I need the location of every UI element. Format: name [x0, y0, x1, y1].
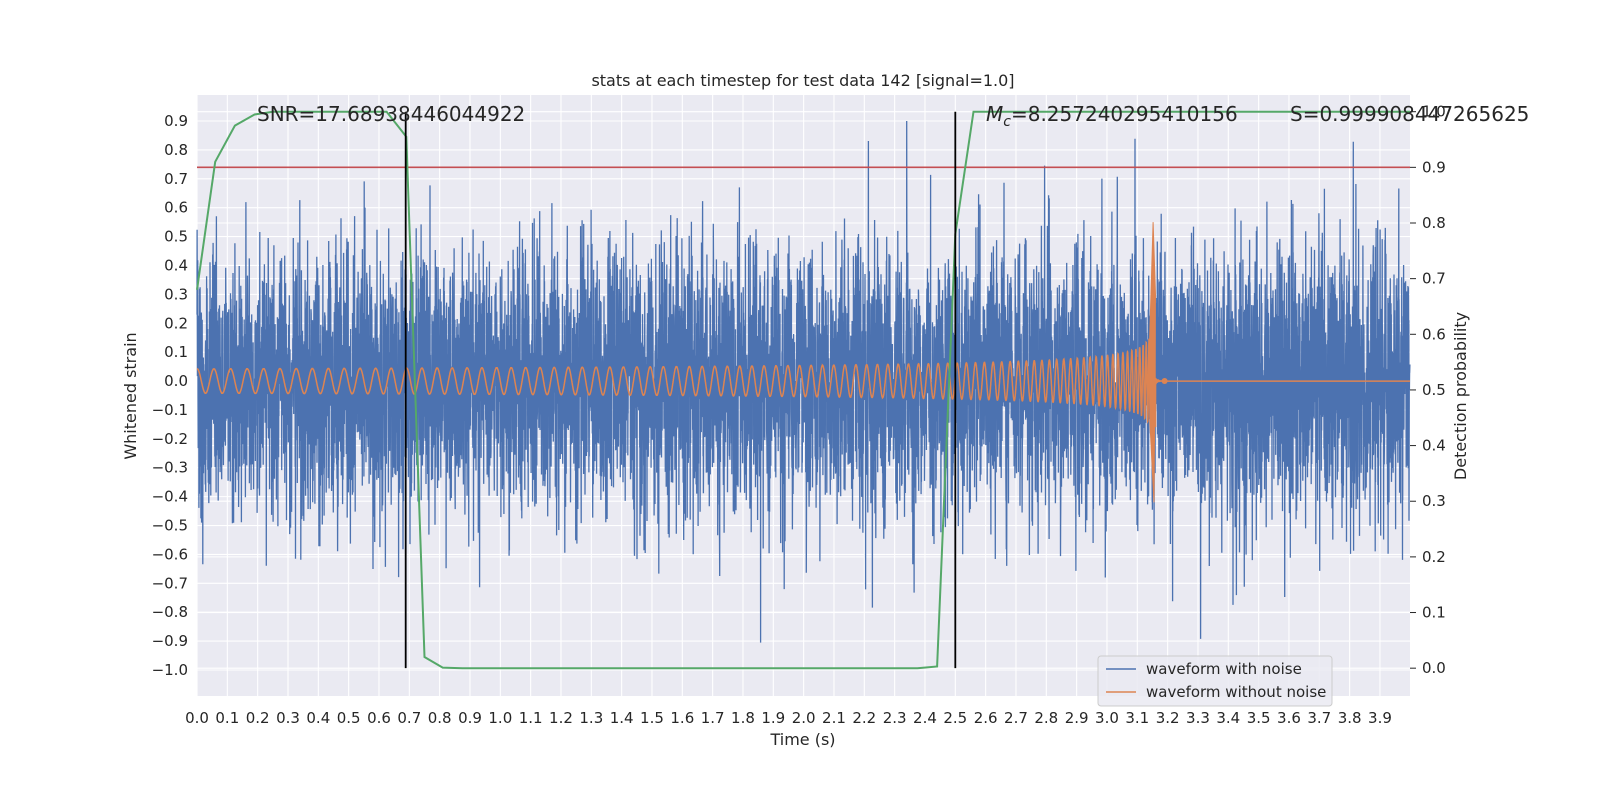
y-tick-label: 0.9 [164, 112, 188, 130]
chirp-mass-value: =8.257240295410156 [1011, 102, 1238, 126]
x-tick-label: 0.4 [306, 709, 330, 727]
x-tick-label: 1.4 [610, 709, 634, 727]
score-annotation: S=0.999908447265625 [1290, 102, 1529, 126]
y-tick-label: −0.2 [152, 430, 188, 448]
x-tick-label: 3.9 [1368, 709, 1392, 727]
x-tick-label: 1.2 [549, 709, 573, 727]
x-tick-label: 1.1 [519, 709, 543, 727]
snr-annotation: SNR=17.68938446044922 [257, 102, 525, 126]
x-tick-label: 0.8 [428, 709, 452, 727]
ringdown-marker [1161, 378, 1168, 385]
x-tick-label: 1.8 [731, 709, 755, 727]
y-tick-labels: 0.9 0.8 0.7 0.6 0.5 0.4 0.3 0.2 0.1 0.0 −0.1 −0.2 −0… [152, 112, 188, 679]
chirp-mass-annotation: Mc=8.257240295410156 [986, 102, 1238, 130]
y-tick-label: 0.3 [164, 285, 188, 303]
x-tick-label: 2.2 [852, 709, 876, 727]
x-tick-label: 3.0 [1095, 709, 1119, 727]
y-tick-label: 0.8 [164, 141, 188, 159]
x-tick-label: 2.1 [822, 709, 846, 727]
x-tick-label: 0.0 [185, 709, 209, 727]
y-tick-label: −0.9 [152, 632, 188, 650]
y-tick-label: −0.5 [152, 517, 188, 535]
y2-tick-labels: 1.0 0.9 0.8 0.7 0.6 0.5 0.4 0.3 0.2 0.1 0.0 [1410, 103, 1446, 677]
y-tick-label: 0.1 [164, 343, 188, 361]
x-tick-label: 2.7 [1004, 709, 1028, 727]
x-tick-label: 3.1 [1125, 709, 1149, 727]
series-waveform-without-noise [196, 307, 1410, 444]
y2-tick-label: 0.6 [1422, 325, 1446, 343]
x-tick-label: 2.4 [913, 709, 937, 727]
x-tick-label: 3.3 [1186, 709, 1210, 727]
x-tick-label: 1.3 [579, 709, 603, 727]
legend-label-noise: waveform with noise [1146, 660, 1302, 678]
y2-tick-label: 0.1 [1422, 604, 1446, 622]
y-tick-label: −1.0 [152, 661, 188, 679]
x-tick-label: 0.7 [397, 709, 421, 727]
legend: waveform with noise waveform without noi… [1097, 655, 1333, 707]
x-tick-label: 0.9 [458, 709, 482, 727]
chirp-mass-symbol: M [986, 102, 1003, 126]
x-tick-label: 2.9 [1065, 709, 1089, 727]
y-tick-label: −0.7 [152, 574, 188, 592]
x-axis-title: Time (s) [769, 730, 835, 749]
y-tick-label: 0.0 [164, 372, 188, 390]
y2-tick-label: 0.7 [1422, 270, 1446, 288]
y-axis-title: Whitened strain [121, 332, 140, 459]
x-tick-label: 3.6 [1277, 709, 1301, 727]
x-tick-label: 2.6 [974, 709, 998, 727]
y-tick-label: −0.4 [152, 488, 188, 506]
series-layer [196, 120, 1411, 643]
x-tick-label: 0.5 [337, 709, 361, 727]
series-detection-probability [196, 110, 1410, 670]
y-tick-label: 0.6 [164, 199, 188, 217]
x-tick-label: 3.5 [1247, 709, 1271, 727]
x-tick-label: 1.7 [701, 709, 725, 727]
y-tick-label: −0.3 [152, 459, 188, 477]
x-tick-label: 3.7 [1307, 709, 1331, 727]
y2-axis-title: Detection probability [1451, 312, 1470, 480]
x-tick-label: 0.2 [246, 709, 270, 727]
x-tick-label: 3.8 [1338, 709, 1362, 727]
x-tick-label: 1.0 [488, 709, 512, 727]
y-tick-label: 0.4 [164, 256, 188, 274]
y2-tick-label: 0.4 [1422, 437, 1446, 455]
y2-tick-label: 0.9 [1422, 158, 1446, 176]
merger-spike [1148, 222, 1157, 503]
y-tick-label: −0.6 [152, 545, 188, 563]
y-tick-label: −0.8 [152, 603, 188, 621]
y2-tick-label: 0.3 [1422, 492, 1446, 510]
x-tick-label: 0.6 [367, 709, 391, 727]
legend-box [1097, 655, 1333, 707]
x-tick-label: 2.3 [883, 709, 907, 727]
x-tick-label: 2.5 [943, 709, 967, 727]
y-tick-label: 0.5 [164, 228, 188, 246]
legend-label-clean: waveform without noise [1146, 683, 1326, 701]
y2-tick-label: 1.0 [1422, 103, 1446, 121]
x-tick-label: 3.4 [1216, 709, 1240, 727]
x-tick-label: 0.1 [215, 709, 239, 727]
y-tick-label: 0.7 [164, 170, 188, 188]
chirp-mass-subscript: c [1003, 114, 1011, 130]
x-tick-label: 0.3 [276, 709, 300, 727]
chart-title: stats at each timestep for test data 142… [591, 71, 1014, 90]
y2-tick-label: 0.5 [1422, 381, 1446, 399]
y2-tick-label: 0.0 [1422, 659, 1446, 677]
y2-tick-label: 0.2 [1422, 548, 1446, 566]
y-tick-label: 0.2 [164, 314, 188, 332]
x-tick-label: 1.9 [761, 709, 785, 727]
x-tick-label: 1.5 [640, 709, 664, 727]
series-waveform-with-noise [196, 120, 1411, 643]
x-tick-label: 2.0 [792, 709, 816, 727]
x-tick-labels: 0.0 0.1 0.2 0.3 0.4 0.5 0.6 0.7 0.8 0.9 1.0 1.1 1.2 1… [185, 709, 1392, 727]
x-tick-label: 2.8 [1034, 709, 1058, 727]
y-tick-label: −0.1 [152, 401, 188, 419]
x-tick-label: 1.6 [670, 709, 694, 727]
overlay-layer [196, 110, 1410, 670]
x-tick-label: 3.2 [1156, 709, 1180, 727]
y2-tick-label: 0.8 [1422, 214, 1446, 232]
